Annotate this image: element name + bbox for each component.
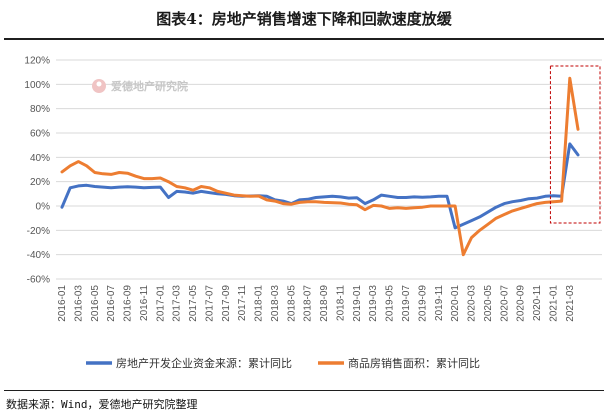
x-tick-label: 2016-05: [90, 285, 101, 322]
x-tick-label: 2020-05: [483, 285, 494, 322]
watermark: 爱德地产研究院: [92, 79, 188, 93]
x-tick-label: 2016-09: [123, 285, 134, 322]
legend-label-funding: 房地产开发企业资金来源：累计同比: [116, 356, 292, 370]
y-tick-label: -20%: [27, 226, 50, 237]
x-tick-label: 2017-11: [237, 285, 248, 321]
x-axis-ticks: 2016-01 2016-03 2016-05 2016-07 2016-09 2016-…: [57, 285, 576, 322]
x-tick-label: 2018-07: [303, 285, 314, 322]
x-tick-label: 2019-09: [417, 285, 428, 322]
x-tick-label: 2017-07: [204, 285, 215, 322]
watermark-text: 爱德地产研究院: [111, 79, 188, 93]
y-tick-label: 40%: [30, 153, 50, 164]
x-tick-label: 2019-03: [368, 285, 379, 322]
y-tick-label: 20%: [30, 177, 50, 188]
x-tick-label: 2018-01: [254, 285, 265, 322]
x-tick-label: 2017-09: [221, 285, 232, 322]
y-tick-label: 100%: [24, 80, 50, 91]
x-tick-label: 2018-05: [286, 285, 297, 322]
series-line-funding: [60, 142, 580, 230]
y-tick-label: 120%: [24, 56, 50, 67]
x-tick-label: 2017-05: [188, 285, 199, 322]
x-tick-label: 2020-11: [532, 285, 543, 321]
x-tick-label: 2019-05: [385, 285, 396, 322]
x-tick-label: 2017-01: [155, 285, 166, 322]
x-tick-label: 2016-07: [106, 285, 117, 322]
x-tick-label: 2020-01: [450, 285, 461, 322]
x-tick-label: 2016-11: [139, 285, 150, 321]
x-tick-label: 2018-11: [335, 285, 346, 321]
x-tick-label: 2016-03: [73, 285, 84, 322]
y-tick-label: -40%: [27, 250, 50, 261]
x-tick-label: 2016-01: [57, 285, 68, 322]
x-tick-label: 2017-03: [172, 285, 183, 322]
chart-title: 图表4：房地产销售增速下降和回款速度放缓: [156, 10, 452, 28]
x-tick-label: 2018-09: [319, 285, 330, 322]
x-tick-label: 2020-09: [516, 285, 527, 322]
y-tick-label: 0%: [36, 202, 51, 213]
x-tick-label: 2019-01: [352, 285, 363, 322]
x-tick-label: 2019-07: [401, 285, 412, 322]
title-rule: [4, 38, 604, 40]
highlight-box: [549, 65, 601, 224]
x-tick-label: 2021-01: [548, 285, 559, 322]
x-tick-label: 2018-03: [270, 285, 281, 322]
y-tick-label: -60%: [27, 275, 50, 286]
source-note: 数据来源：Wind，爱德地产研究院整理: [6, 398, 198, 411]
x-tick-label: 2019-11: [434, 285, 445, 321]
chart-area: -60% -40% -20% 0% 20% 40% 60% 80% 100% 120% 2016-…: [24, 56, 602, 370]
series-line-sales-area: [60, 76, 580, 257]
legend: 房地产开发企业资金来源：累计同比 商品房销售面积：累计同比: [86, 356, 480, 370]
y-axis-ticks: -60% -40% -20% 0% 20% 40% 60% 80% 100% 120%: [24, 56, 50, 286]
legend-label-sales-area: 商品房销售面积：累计同比: [348, 356, 480, 370]
footer-rule: [4, 390, 604, 391]
series-lines: [60, 76, 580, 257]
y-tick-label: 80%: [30, 104, 50, 115]
x-tick-label: 2020-07: [499, 285, 510, 322]
x-tick-label: 2021-03: [565, 285, 576, 322]
watermark-logo-dot: [96, 81, 102, 87]
gridlines: [56, 59, 602, 280]
y-tick-label: 60%: [30, 129, 50, 140]
x-tick-label: 2020-03: [467, 285, 478, 322]
